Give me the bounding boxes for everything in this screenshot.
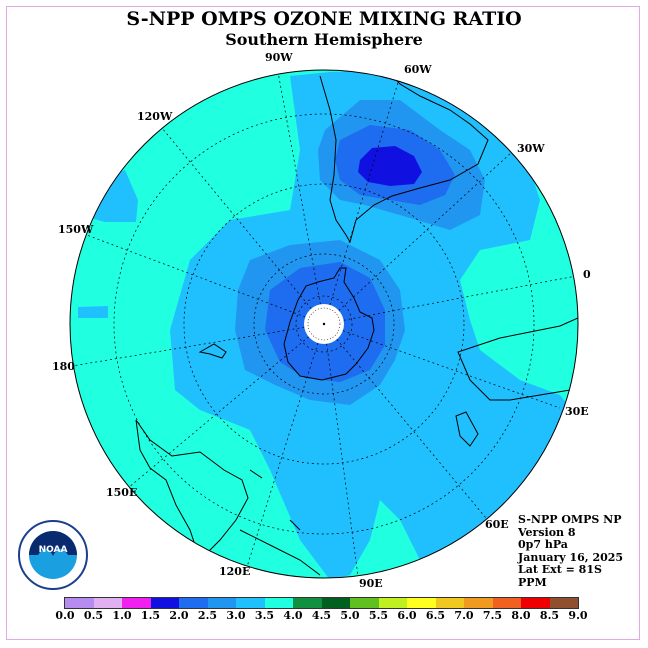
colorbar-tick-label: 5.0 bbox=[340, 609, 360, 622]
colorbar-swatch bbox=[378, 598, 407, 608]
colorbar-tick-label: 5.5 bbox=[368, 609, 389, 622]
colorbar-swatch bbox=[179, 598, 208, 608]
colorbar-tick-label: 8.0 bbox=[511, 609, 531, 622]
lon-label-0: 0 bbox=[583, 268, 591, 281]
islands-coastline bbox=[239, 469, 321, 576]
product-info: S-NPP OMPS NP Version 8 0p7 hPa January … bbox=[518, 513, 624, 589]
colorbar-tick-label: 2.0 bbox=[169, 609, 189, 622]
antarctica-coastline bbox=[283, 267, 375, 381]
colorbar-tick-label: 1.0 bbox=[112, 609, 132, 622]
lon-label-60e: 60E bbox=[485, 518, 509, 531]
map-subtitle: Southern Hemisphere bbox=[225, 30, 423, 49]
plot-frame bbox=[6, 6, 640, 640]
colorbar-swatch bbox=[521, 598, 550, 608]
lon-label-150e: 150E bbox=[106, 486, 138, 499]
svg-text:NOAA: NOAA bbox=[39, 545, 68, 555]
colorbar-tick-label: 7.0 bbox=[454, 609, 474, 622]
colorbar-swatch bbox=[321, 598, 350, 608]
info-instrument: S-NPP OMPS NP bbox=[518, 513, 622, 526]
colorbar-tick-label: 9.0 bbox=[568, 609, 588, 622]
colorbar-tick-label: 3.5 bbox=[254, 609, 275, 622]
colorbar-swatch bbox=[65, 598, 94, 608]
colorbar-tick-label: 0.5 bbox=[83, 609, 104, 622]
colorbar-swatch bbox=[492, 598, 521, 608]
map-border bbox=[69, 69, 579, 579]
colorbar-swatch bbox=[549, 598, 578, 608]
colorbar-swatch bbox=[207, 598, 236, 608]
ozone-band-1.5-2.0 bbox=[358, 146, 422, 186]
lon-label-30w: 30W bbox=[517, 142, 545, 155]
lon-label-180: 180 bbox=[52, 360, 75, 373]
info-units: PPM bbox=[518, 575, 547, 589]
colorbar-swatch bbox=[122, 598, 151, 608]
colorbar-tick-label: 4.5 bbox=[311, 609, 332, 622]
colorbar-swatch bbox=[464, 598, 493, 608]
noaa-logo: NOAA bbox=[18, 520, 88, 590]
colorbar-tick-label: 6.5 bbox=[425, 609, 446, 622]
lon-label-90e: 90E bbox=[359, 577, 383, 590]
colorbar-swatch bbox=[350, 598, 379, 608]
madagascar-coastline bbox=[455, 411, 479, 447]
new-zealand-coastline bbox=[198, 343, 227, 359]
lon-label-150w: 150W bbox=[58, 223, 94, 236]
graticule bbox=[71, 71, 577, 577]
colorbar-tick-label: 7.5 bbox=[482, 609, 503, 622]
info-version: Version 8 bbox=[518, 525, 576, 539]
lon-label-120e: 120E bbox=[219, 565, 251, 578]
colorbar-swatch bbox=[407, 598, 436, 608]
ozone-band-3.0-3.5-c bbox=[78, 306, 108, 318]
info-lat-extent: Lat Ext = 81S bbox=[518, 563, 602, 576]
colorbar-tick-label: 4.0 bbox=[283, 609, 303, 622]
info-date: January 16, 2025 bbox=[518, 550, 624, 564]
colorbar-swatch bbox=[435, 598, 464, 608]
colorbar-tick-label: 8.5 bbox=[539, 609, 560, 622]
africa-coastline bbox=[457, 317, 578, 401]
colorbar-tick-label: 6.0 bbox=[397, 609, 417, 622]
lon-label-60w: 60W bbox=[404, 63, 432, 76]
colorbar-swatch bbox=[93, 598, 122, 608]
lon-label-90w: 90W bbox=[265, 51, 293, 64]
info-pressure-level: 0p7 hPa bbox=[518, 538, 568, 551]
map-title: S-NPP OMPS OZONE MIXING RATIO bbox=[126, 8, 522, 30]
colorbar-swatch bbox=[236, 598, 265, 608]
colorbar-swatch bbox=[150, 598, 179, 608]
colorbar-swatch bbox=[293, 598, 322, 608]
south-america-coastline bbox=[319, 70, 489, 244]
colorbar bbox=[64, 597, 579, 609]
colorbar-tick-label: 2.5 bbox=[197, 609, 218, 622]
colorbar-swatch bbox=[264, 598, 293, 608]
lon-label-30e: 30E bbox=[565, 405, 589, 418]
lon-label-120w: 120W bbox=[137, 110, 173, 123]
colorbar-tick-label: 1.5 bbox=[140, 609, 161, 622]
australia-coastline bbox=[135, 419, 249, 561]
colorbar-tick-label: 3.0 bbox=[226, 609, 246, 622]
colorbar-tick-label: 0.0 bbox=[55, 609, 75, 622]
